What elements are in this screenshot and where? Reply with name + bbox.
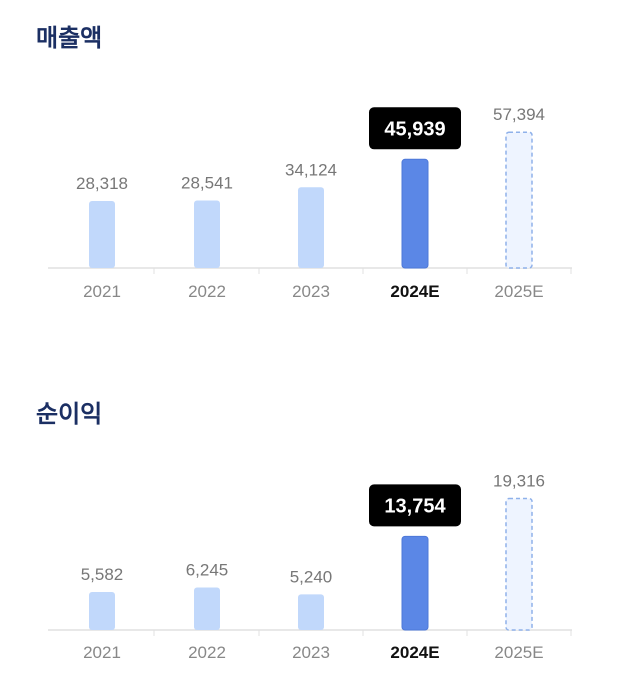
revenue-bar-2023: [298, 187, 324, 268]
net-income-title: 순이익: [36, 400, 103, 428]
revenue-value-label-2022: 28,541: [181, 173, 233, 192]
revenue-value-label-2025E: 57,394: [493, 105, 545, 124]
revenue-tick-label-2023: 2023: [292, 282, 330, 301]
net-income-tick-label-2025E: 2025E: [494, 643, 543, 662]
net-income-value-label-2022: 6,245: [186, 560, 229, 579]
revenue-tick-label-2024E: 2024E: [390, 282, 439, 301]
net-income-bar-2025E: [505, 497, 533, 631]
revenue-title: 매출액: [36, 24, 103, 52]
net-income-callout-box: [369, 484, 461, 527]
net-income-value-label-2024E: 13,754: [384, 495, 446, 517]
revenue-value-label-2024E: 45,939: [384, 118, 445, 140]
revenue-bar-2024E: [401, 158, 429, 269]
revenue-tick-label-2025E: 2025E: [494, 282, 543, 301]
revenue-bar-2022: [194, 200, 220, 268]
net-income-bar-2022: [194, 587, 220, 630]
net-income-bar-2024E: [401, 535, 429, 631]
revenue-chart: 매출액 28,318 2021 28,541 2022 34,124 2023 45,939…: [0, 0, 620, 320]
revenue-callout-box: [369, 107, 461, 150]
net-income-bar-2021: [89, 592, 115, 630]
net-income-chart: 순이익 5,582 2021 6,245 2022 5,240 2023 13,754 202…: [0, 380, 620, 679]
net-income-tick-label-2024E: 2024E: [390, 643, 439, 662]
revenue-chart-svg: 28,318 2021 28,541 2022 34,124 2023 45,939 2024…: [48, 105, 572, 301]
revenue-tick-label-2021: 2021: [83, 282, 121, 301]
net-income-tick-label-2023: 2023: [292, 643, 330, 662]
revenue-value-label-2023: 34,124: [285, 160, 337, 179]
net-income-chart-svg: 5,582 2021 6,245 2022 5,240 2023 13,754 2024E 19…: [48, 472, 572, 662]
net-income-tick-label-2021: 2021: [83, 643, 121, 662]
revenue-tick-label-2022: 2022: [188, 282, 226, 301]
net-income-tick-label-2022: 2022: [188, 643, 226, 662]
net-income-value-label-2021: 5,582: [81, 565, 124, 584]
revenue-value-label-2021: 28,318: [76, 174, 128, 193]
net-income-value-label-2025E: 19,316: [493, 472, 545, 491]
net-income-value-label-2023: 5,240: [290, 567, 333, 586]
net-income-bar-2023: [298, 594, 324, 630]
revenue-bar-2021: [89, 201, 115, 268]
revenue-bar-2025E: [505, 131, 533, 269]
